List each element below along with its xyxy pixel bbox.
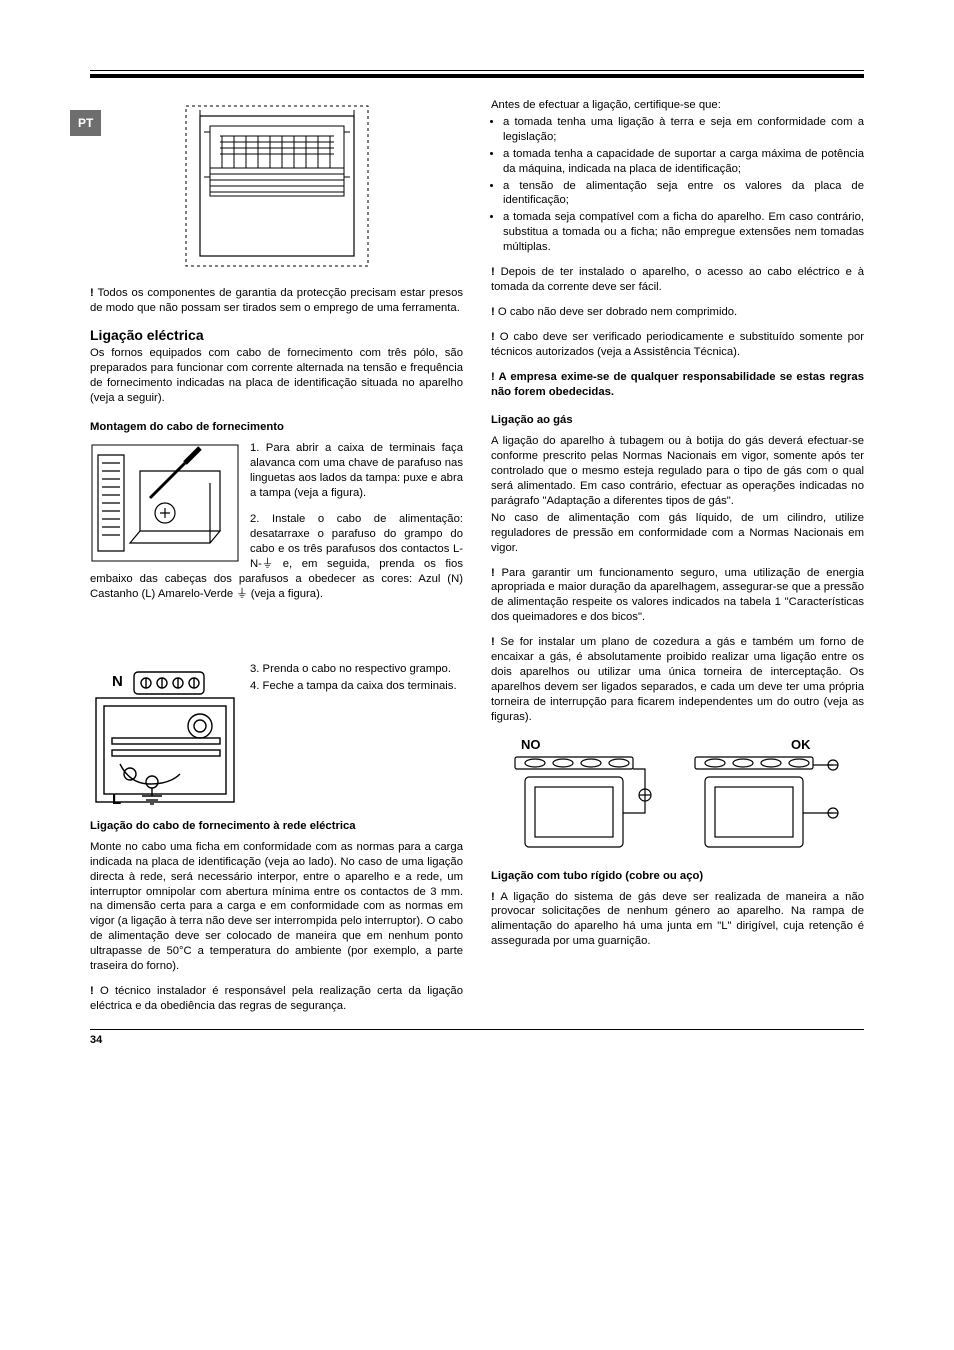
warn-bend: ! O cabo não deve ser dobrado nem compri… xyxy=(491,305,864,320)
terminal-wiring-diagram: N L xyxy=(90,664,240,809)
gas-title: Ligação ao gás xyxy=(491,413,864,428)
warning-components: ! Todos os componentes de garantia da pr… xyxy=(90,286,463,316)
warn-hob: ! Se for instalar um plano de cozedura a… xyxy=(491,635,864,724)
svg-text:OK: OK xyxy=(791,737,811,752)
cable-net-title: Ligação do cabo de fornecimento à rede e… xyxy=(90,819,463,834)
electrical-title: Ligação eléctrica xyxy=(90,326,463,344)
warning-installer: ! O técnico instalador é responsável pel… xyxy=(90,984,463,1014)
no-ok-diagrams: NO OK xyxy=(491,735,864,855)
ground-icon: ⏚ xyxy=(262,558,273,570)
warn-verify: ! O cabo deve ser verificado periodicame… xyxy=(491,330,864,360)
warn-company: ! A empresa exime-se de qualquer respons… xyxy=(491,370,864,400)
ground-icon: ⏚ xyxy=(236,588,247,600)
page-number: 34 xyxy=(90,1034,102,1046)
header-rules xyxy=(90,70,864,78)
bullet-item: a tomada seja compatível com a ficha do … xyxy=(503,210,864,255)
connection-checklist: a tomada tenha uma ligação à terra e sej… xyxy=(491,115,864,255)
cable-net-body: Monte no cabo uma ficha em conformidade … xyxy=(90,840,463,974)
oven-diagram xyxy=(182,102,372,270)
warn-access: ! Depois de ter instalado o aparelho, o … xyxy=(491,265,864,295)
left-column: ! Todos os componentes de garantia da pr… xyxy=(90,98,463,1024)
bullet-item: a tensão de alimentação seja entre os va… xyxy=(503,179,864,209)
bullet-item: a tomada tenha uma ligação à terra e sej… xyxy=(503,115,864,145)
electrical-intro: Os fornos equipados com cabo de fornecim… xyxy=(90,346,463,406)
rigid-body: ! A ligação do sistema de gás deve ser r… xyxy=(491,890,864,950)
ok-diagram: OK xyxy=(683,735,853,855)
warn-safe: ! Para garantir um funcionamento seguro,… xyxy=(491,566,864,626)
rigid-title: Ligação com tubo rígido (cobre ou aço) xyxy=(491,869,864,884)
gas-body2: No caso de alimentação com gás líquido, … xyxy=(491,511,864,556)
bullet-item: a tomada tenha a capacidade de suportar … xyxy=(503,147,864,177)
svg-text:NO: NO xyxy=(521,737,541,752)
footer-rule xyxy=(90,1029,864,1030)
mount-cable-title: Montagem do cabo de fornecimento xyxy=(90,420,463,435)
svg-text:N: N xyxy=(112,673,123,690)
gas-body1: A ligação do aparelho à tubagem ou à bot… xyxy=(491,434,864,509)
right-column: Antes de efectuar a ligação, certifique-… xyxy=(491,98,864,1024)
no-diagram: NO xyxy=(503,735,663,855)
terminal-box-open-diagram xyxy=(90,443,240,563)
svg-text:L: L xyxy=(112,791,121,808)
language-label: PT xyxy=(70,110,101,136)
before-connection: Antes de efectuar a ligação, certifique-… xyxy=(491,98,864,113)
